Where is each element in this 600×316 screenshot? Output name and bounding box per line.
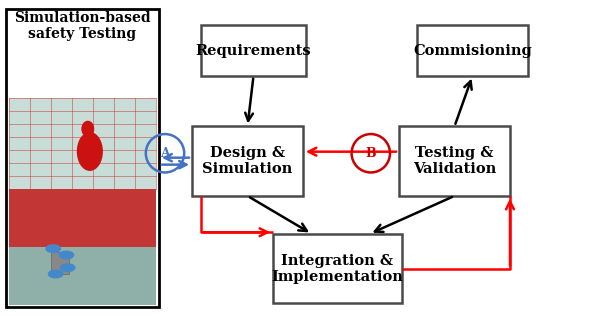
Text: Design &
Simulation: Design & Simulation (202, 146, 293, 176)
Circle shape (59, 251, 74, 259)
FancyBboxPatch shape (9, 98, 156, 189)
Text: Requirements: Requirements (196, 44, 311, 58)
FancyBboxPatch shape (9, 98, 156, 305)
FancyBboxPatch shape (192, 126, 303, 196)
FancyBboxPatch shape (201, 25, 306, 76)
FancyBboxPatch shape (52, 252, 70, 274)
FancyBboxPatch shape (6, 9, 159, 307)
FancyBboxPatch shape (399, 126, 510, 196)
Circle shape (61, 264, 75, 271)
Circle shape (49, 270, 63, 278)
FancyBboxPatch shape (9, 189, 156, 247)
FancyBboxPatch shape (417, 25, 528, 76)
Text: B: B (365, 147, 376, 160)
Text: Testing &
Validation: Testing & Validation (413, 146, 496, 176)
Circle shape (46, 245, 61, 252)
FancyBboxPatch shape (273, 234, 402, 303)
Text: A: A (160, 147, 170, 160)
Text: Commisioning: Commisioning (413, 44, 532, 58)
Text: Integration &
Implementation: Integration & Implementation (272, 253, 403, 284)
Ellipse shape (77, 133, 102, 170)
Text: Simulation-based
safety Testing: Simulation-based safety Testing (14, 11, 151, 41)
Ellipse shape (82, 121, 94, 137)
